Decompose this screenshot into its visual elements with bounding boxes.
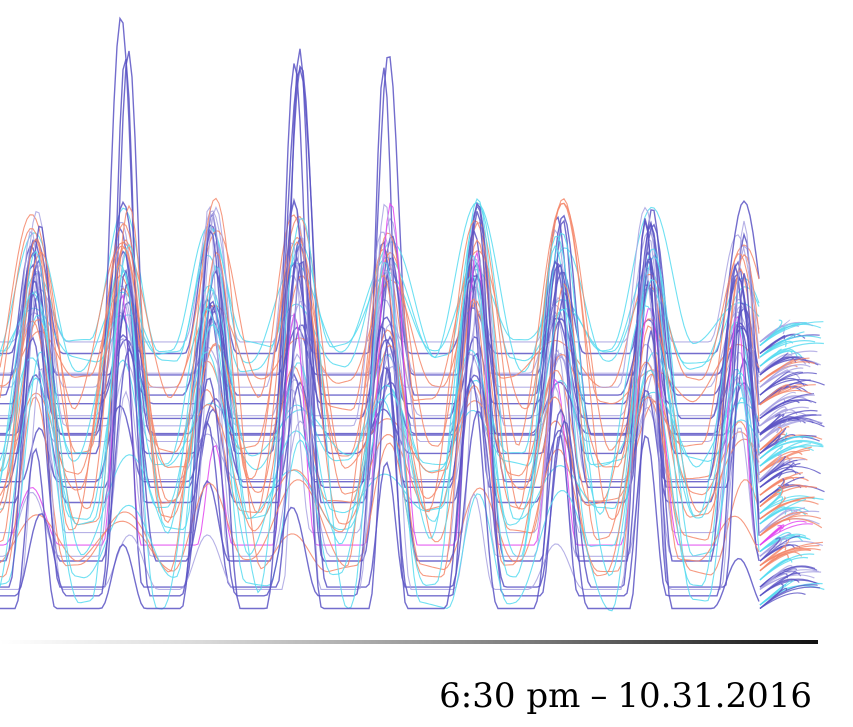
wave-flourish [759,319,783,347]
wave-flourish [759,426,790,451]
wave-flourish [759,523,813,546]
wave-flourish [759,497,824,514]
wave-flourish [759,413,781,436]
wave-flourish [759,578,800,597]
wave-flourish [759,559,788,581]
wave-flourish [759,364,798,383]
timestamp: 6:30 pm –10.31.2016 [439,676,812,716]
wave-flourish [759,340,794,358]
wave-flourish [759,533,792,557]
wave-trace [0,239,760,514]
wave-flourish [759,411,807,427]
wave-trace [0,67,760,483]
wave-flourish [759,496,786,520]
wave-flourish [759,356,811,376]
wave-trace [0,205,760,364]
wave-flourish [759,419,813,442]
wave-flourish [759,546,787,567]
timestamp-date: 10.31.2016 [617,676,812,716]
wave-flourish [759,379,825,396]
wave-flourish [759,441,803,467]
wave-trace [0,244,760,558]
wave-flourish [759,362,791,388]
wave-trace [0,215,760,480]
timestamp-time: 6:30 pm [439,676,581,716]
wave-flourish [759,449,810,474]
wave-flourish [759,335,822,358]
wave-flourish [759,569,819,590]
wave-flourish [759,587,788,609]
wave-flourish [759,485,825,503]
wave-flourish [759,552,781,572]
wave-flourish [759,568,798,588]
wave-flourish [759,460,785,480]
timeline-bar [0,640,818,644]
wave-flourish [759,531,792,552]
wave-trace [0,217,760,612]
wave-flourish [759,434,823,451]
wave-flourish [759,436,804,460]
timestamp-separator: – [590,676,608,716]
wave-flourish [759,479,785,496]
wave-flourish [759,541,824,567]
wave-visualization [0,16,825,612]
wave-trace [0,232,760,543]
wave-flourish [759,384,792,406]
wave-flourish [759,399,800,419]
wave-trace [0,197,760,610]
wave-flourish [759,454,782,480]
wave-flourish [759,518,791,537]
wave-flourish [759,435,781,454]
wave-flourish [759,456,791,474]
wave-flourish [759,485,818,507]
wave-flourish [759,508,791,534]
wave-flourish [759,414,822,436]
wave-flourish [759,350,803,367]
wave-trace [0,255,760,562]
wave-flourish [759,535,801,562]
